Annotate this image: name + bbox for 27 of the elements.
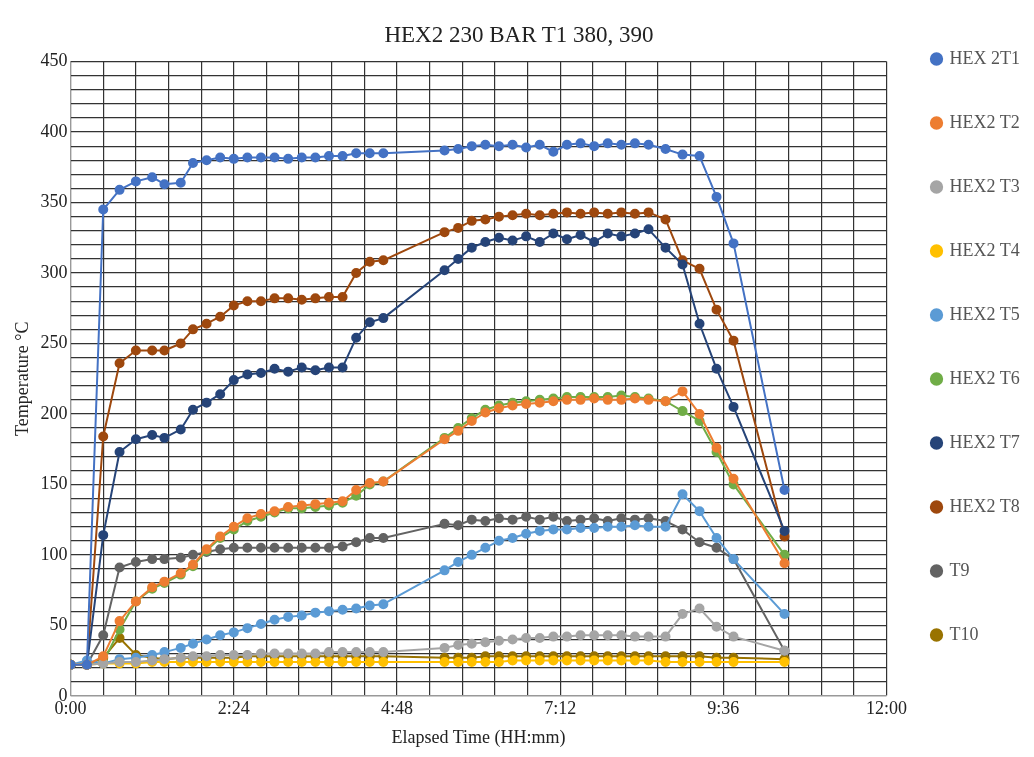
x-tick-label: 2:24: [217, 698, 250, 719]
legend-label: T9: [949, 559, 970, 580]
legend-label: HEX2 T3: [949, 175, 1020, 196]
y-tick-label: 50: [49, 614, 68, 635]
y-axis-title: Temperature °C: [11, 321, 32, 436]
legend-label: HEX2 T7: [949, 431, 1020, 452]
y-tick-label: 150: [40, 473, 68, 494]
legend-label: HEX2 T2: [949, 111, 1020, 132]
y-tick-label: 400: [40, 120, 68, 141]
x-tick-label: 7:12: [544, 698, 577, 719]
legend-label: HEX2 T4: [949, 239, 1020, 260]
x-tick-label: 12:00: [866, 698, 908, 719]
legend-label: HEX2 T5: [949, 303, 1020, 324]
y-tick-label: 100: [40, 543, 68, 564]
x-tick-label: 4:48: [380, 698, 413, 719]
x-axis-title: Elapsed Time (HH:mm): [391, 726, 566, 748]
y-tick-label: 200: [40, 402, 68, 423]
x-tick-label: 9:36: [707, 698, 740, 719]
y-tick-label: 250: [40, 332, 68, 353]
legend-label: T10: [949, 623, 979, 644]
legend-label: HEX2 T6: [949, 367, 1020, 388]
y-tick-label: 350: [40, 191, 68, 212]
chart-title: HEX2 230 BAR T1 380, 390: [384, 21, 654, 47]
y-tick-label: 300: [40, 261, 68, 282]
y-tick-label: 450: [40, 50, 68, 71]
legend-label: HEX 2T1: [949, 47, 1021, 68]
legend-label: HEX2 T8: [949, 495, 1020, 516]
